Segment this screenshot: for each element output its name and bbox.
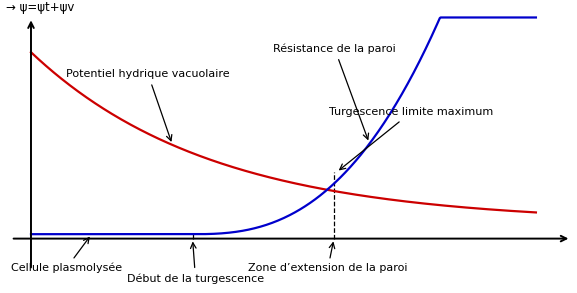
Text: Zone d’extension de la paroi: Zone d’extension de la paroi [248, 243, 407, 273]
Text: Résistance de la paroi: Résistance de la paroi [273, 44, 396, 139]
Text: → ψ=ψt+ψv: → ψ=ψt+ψv [6, 1, 74, 14]
Text: Cellule plasmolysée: Cellule plasmolysée [11, 238, 122, 273]
Text: Turgescence limite maximum: Turgescence limite maximum [329, 108, 493, 170]
Text: Potentiel hydrique vacuolaire: Potentiel hydrique vacuolaire [66, 69, 230, 141]
Text: Début de la turgescence: Début de la turgescence [127, 243, 264, 284]
